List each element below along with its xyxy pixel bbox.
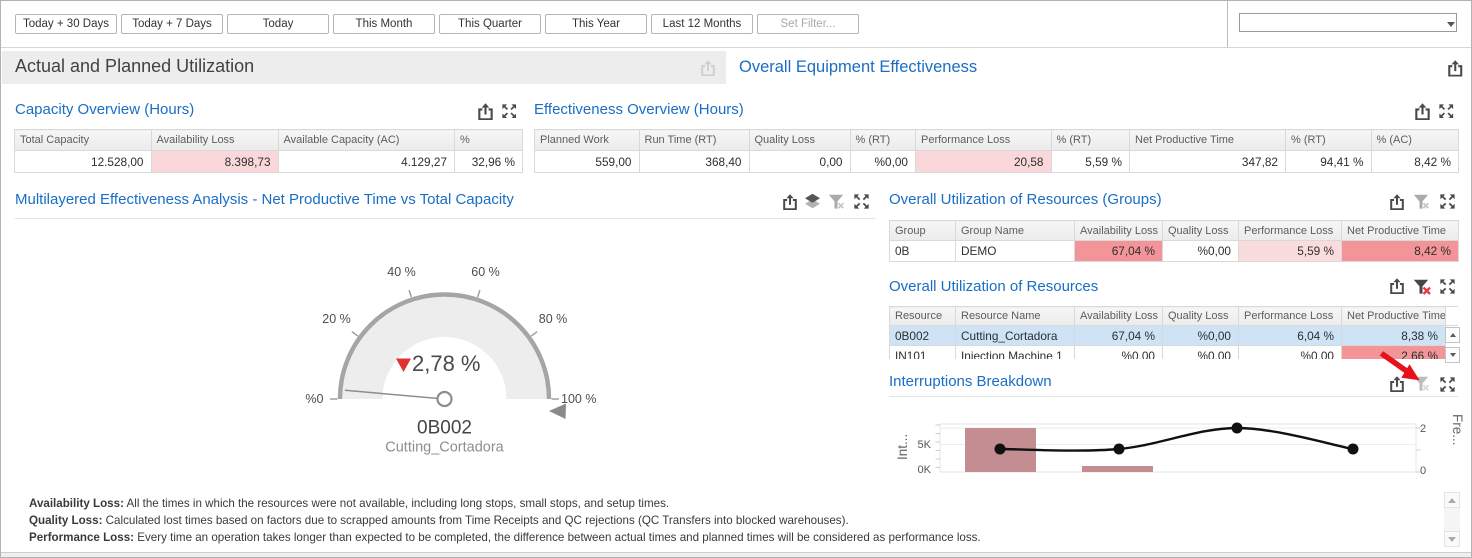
svg-text:0: 0: [1420, 465, 1426, 477]
svg-text:2: 2: [1420, 423, 1426, 435]
svg-text:80 %: 80 %: [539, 312, 568, 326]
svg-text:Fre...: Fre...: [1450, 414, 1465, 446]
svg-text:%0: %0: [305, 392, 323, 406]
svg-text:60 %: 60 %: [471, 265, 500, 279]
svg-text:40 %: 40 %: [387, 265, 416, 279]
svg-text:100 %: 100 %: [561, 392, 596, 406]
svg-text:Int...: Int...: [895, 434, 910, 460]
svg-text:20 %: 20 %: [322, 312, 351, 326]
svg-text:5K: 5K: [918, 439, 932, 451]
svg-text:2,78 %: 2,78 %: [412, 351, 481, 376]
svg-text:0K: 0K: [918, 464, 932, 476]
svg-text:0B002: 0B002: [417, 418, 472, 439]
svg-text:Cutting_Cortadora: Cutting_Cortadora: [385, 440, 504, 456]
